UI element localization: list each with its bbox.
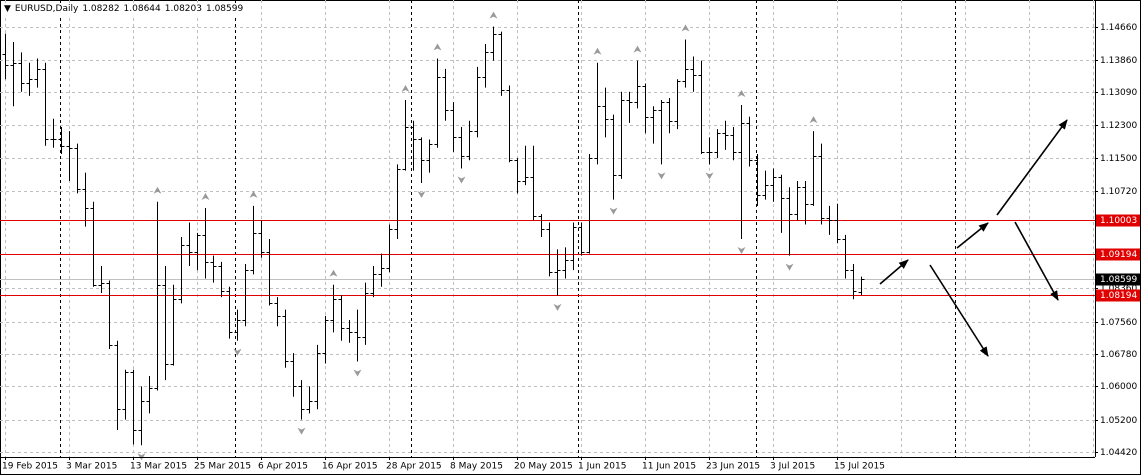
level-label: 1.10003 — [1100, 216, 1137, 226]
y-tick-label: 1.14660 — [1100, 23, 1137, 33]
header-low: 1.08203 — [164, 4, 202, 14]
y-tick-label: 1.12300 — [1100, 121, 1137, 131]
fractal-up — [737, 90, 746, 98]
fractal-down — [457, 176, 466, 184]
fractal-down — [233, 348, 242, 356]
y-tick-label: 1.06000 — [1100, 382, 1137, 392]
fractal-up — [329, 269, 338, 277]
fractal-down — [417, 191, 426, 199]
level-label-box — [1096, 214, 1140, 227]
x-tick-label: 8 May 2015 — [450, 462, 503, 472]
y-tick-label: 1.05200 — [1100, 416, 1137, 426]
x-tick-label: 16 Apr 2015 — [322, 462, 378, 472]
level-label-box — [1096, 248, 1140, 261]
x-tick-label: 19 Feb 2015 — [2, 462, 58, 472]
x-tick-label: 25 Mar 2015 — [194, 462, 251, 472]
fractal-down — [657, 172, 666, 180]
chart-header: ▼ EURUSD,Daily 1.08282 1.08644 1.08203 1.0859… — [4, 3, 252, 15]
y-tick-label: 1.13090 — [1100, 88, 1137, 98]
arrow — [879, 259, 909, 285]
fractal-down — [353, 369, 362, 377]
x-tick-label: 6 Apr 2015 — [258, 462, 308, 472]
fractal-down — [737, 247, 746, 255]
arrow — [1014, 221, 1059, 301]
period-separators — [60, 0, 956, 457]
header-icon: ▼ — [4, 4, 11, 14]
fractal-down — [297, 427, 306, 435]
bid-label-box — [1096, 273, 1140, 286]
fractal-down — [553, 303, 562, 311]
x-tick-label: 1 Jun 2015 — [578, 462, 626, 472]
fractal-up — [809, 116, 818, 124]
fractal-down — [137, 453, 146, 461]
y-tick-label: 1.11500 — [1100, 154, 1137, 164]
fractal-up — [249, 190, 258, 198]
header-high: 1.08644 — [123, 4, 161, 14]
header-open: 1.08282 — [82, 4, 120, 14]
fractal-up — [633, 45, 642, 53]
x-tick-label: 13 Mar 2015 — [130, 462, 187, 472]
annotation-arrows — [879, 119, 1068, 357]
arrow — [929, 264, 989, 357]
x-tick-label: 11 Jun 2015 — [642, 462, 696, 472]
level-label-box — [1096, 289, 1140, 302]
levels — [0, 220, 1095, 296]
fractal-down — [609, 207, 618, 215]
fractal-up — [681, 24, 690, 32]
fractal-up — [433, 43, 442, 51]
header-close: 1.08599 — [205, 4, 244, 14]
x-tick-label: 20 May 2015 — [514, 462, 573, 472]
y-tick-label: 1.08360 — [1100, 284, 1137, 294]
x-tick-label: 3 Jul 2015 — [770, 462, 815, 472]
x-tick-label: 15 Jul 2015 — [834, 462, 885, 472]
x-tick-label: 23 Jun 2015 — [706, 462, 760, 472]
fractal-down — [705, 172, 714, 180]
y-tick-label: 1.07560 — [1100, 318, 1137, 328]
y-tick-label: 1.06780 — [1100, 350, 1137, 360]
y-tick-label: 1.04420 — [1100, 448, 1137, 458]
bars — [2, 11, 865, 461]
symbol: EURUSD,Daily — [14, 4, 79, 14]
x-tick-label: 3 Mar 2015 — [66, 462, 117, 472]
grid — [0, 0, 1095, 457]
fractal-down — [785, 263, 794, 271]
level-label: 1.09194 — [1100, 250, 1137, 260]
y-tick-label: 1.13860 — [1100, 56, 1137, 66]
fractal-up — [489, 11, 498, 19]
x-tick-label: 28 Apr 2015 — [386, 462, 442, 472]
axis-labels: 1.14660 1.13860 1.13090 1.12300 1.11500 1.107… — [2, 23, 1140, 472]
arrow — [956, 222, 989, 249]
arrow — [996, 119, 1068, 216]
fractal-up — [401, 85, 410, 93]
fractal-up — [153, 186, 162, 194]
y-tick-label: 1.10720 — [1100, 187, 1137, 197]
fractal-up — [593, 47, 602, 55]
bid-label: 1.08599 — [1100, 275, 1137, 285]
fractal-up — [201, 192, 210, 200]
level-label: 1.08194 — [1100, 291, 1137, 301]
